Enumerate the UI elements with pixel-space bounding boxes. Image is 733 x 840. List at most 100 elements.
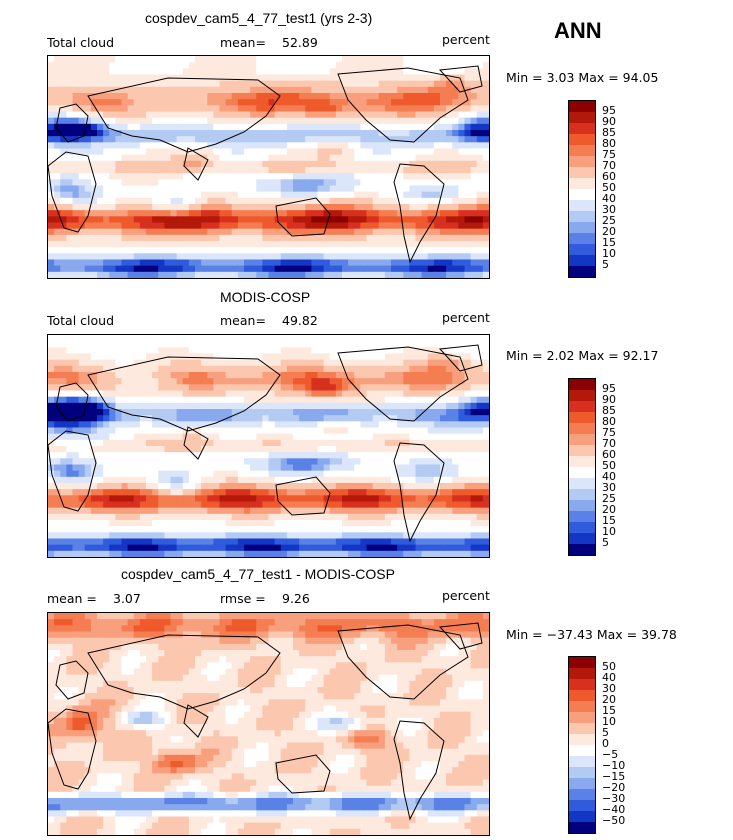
contour-cell: [78, 470, 86, 478]
contour-cell: [458, 265, 466, 273]
contour-cell: [201, 216, 208, 224]
contour-cell: [311, 495, 319, 503]
contour-cell: [170, 173, 178, 180]
contour-cell: [403, 216, 410, 224]
contour-cell: [354, 372, 361, 379]
contour-cell: [109, 372, 116, 379]
contour-cell: [213, 241, 221, 248]
contour-cell: [115, 433, 123, 441]
contour-cell: [54, 452, 61, 459]
contour-cell: [90, 197, 98, 205]
contour-cell: [391, 421, 398, 429]
contour-cell: [372, 470, 380, 478]
contour-cell: [360, 62, 368, 69]
contour-cell: [464, 130, 472, 137]
contour-cell: [84, 495, 92, 503]
contour-cell: [182, 409, 190, 416]
contour-cell: [458, 427, 466, 435]
contour-cell: [403, 341, 410, 348]
contour-cell: [219, 99, 227, 106]
contour-cell: [176, 396, 184, 404]
contour-cell: [440, 99, 447, 106]
contour-cell: [170, 253, 178, 261]
contour-cell: [440, 142, 447, 150]
contour-cell: [78, 433, 86, 441]
contour-cell: [482, 446, 489, 453]
contour-cell: [348, 439, 355, 447]
contour-cell: [90, 520, 98, 527]
contour-cell: [286, 365, 294, 373]
contour-cell: [97, 396, 104, 404]
contour-cell: [433, 501, 441, 509]
contour-cell: [446, 513, 453, 521]
contour-cell: [54, 167, 61, 174]
contour-cell: [452, 210, 459, 217]
contour-cell: [280, 372, 288, 379]
contour-cell: [127, 105, 135, 113]
contour-cell: [195, 513, 202, 521]
contour-cell: [188, 117, 196, 125]
contour-cell: [366, 476, 374, 484]
contour-cell: [262, 452, 270, 459]
contour-cell: [72, 359, 80, 367]
contour-cell: [188, 409, 196, 416]
contour-cell: [342, 167, 349, 174]
contour-cell: [397, 520, 404, 527]
contour-cell: [384, 415, 392, 422]
contour-cell: [299, 234, 306, 242]
contour-cell: [262, 179, 270, 187]
contour-cell: [133, 396, 141, 404]
contour-cell: [195, 179, 202, 187]
contour-cell: [384, 191, 392, 199]
contour-cell: [84, 74, 92, 82]
contour-cell: [207, 526, 214, 533]
contour-cell: [244, 216, 251, 224]
contour-cell: [225, 476, 233, 484]
contour-cell: [213, 359, 221, 367]
contour-cell: [250, 228, 257, 236]
contour-cell: [201, 526, 208, 533]
contour-cell: [268, 160, 276, 168]
contour-cell: [427, 241, 435, 248]
contour-cell: [213, 390, 221, 398]
contour-cell: [476, 160, 484, 168]
contour-cell: [54, 80, 61, 88]
contour-cell: [317, 520, 325, 527]
contour-cell: [378, 123, 386, 131]
contour-cell: [433, 335, 441, 342]
contour-cell: [391, 271, 398, 278]
contour-cell: [335, 160, 343, 168]
contour-cell: [317, 489, 325, 496]
contour-cell: [311, 80, 319, 88]
contour-cell: [335, 483, 343, 490]
contour-cell: [286, 378, 294, 385]
contour-cell: [348, 483, 355, 490]
contour-cell: [176, 489, 184, 496]
contour-cell: [384, 464, 392, 472]
contour-cell: [360, 148, 368, 156]
contour-cell: [90, 117, 98, 125]
contour-cell: [464, 105, 472, 113]
contour-cell: [470, 483, 478, 490]
contour-cell: [329, 353, 337, 361]
contour-cell: [250, 421, 257, 429]
contour-cell: [164, 378, 172, 385]
contour-cell: [182, 526, 190, 533]
contour-cell: [90, 228, 98, 236]
contour-cell: [133, 105, 141, 113]
contour-cell: [231, 210, 239, 217]
contour-cell: [72, 495, 80, 503]
contour-cell: [158, 347, 165, 355]
contour-cell: [78, 216, 86, 224]
contour-cell: [415, 154, 423, 162]
contour-cell: [244, 56, 251, 63]
contour-cell: [170, 111, 178, 119]
contour-cell: [121, 99, 129, 106]
contour-cell: [158, 154, 165, 162]
contour-cell: [139, 216, 147, 224]
contour-cell: [109, 197, 116, 205]
contour-cell: [146, 495, 153, 503]
contour-cell: [470, 123, 478, 131]
contour-cell: [146, 470, 153, 478]
contour-cell: [182, 117, 190, 125]
